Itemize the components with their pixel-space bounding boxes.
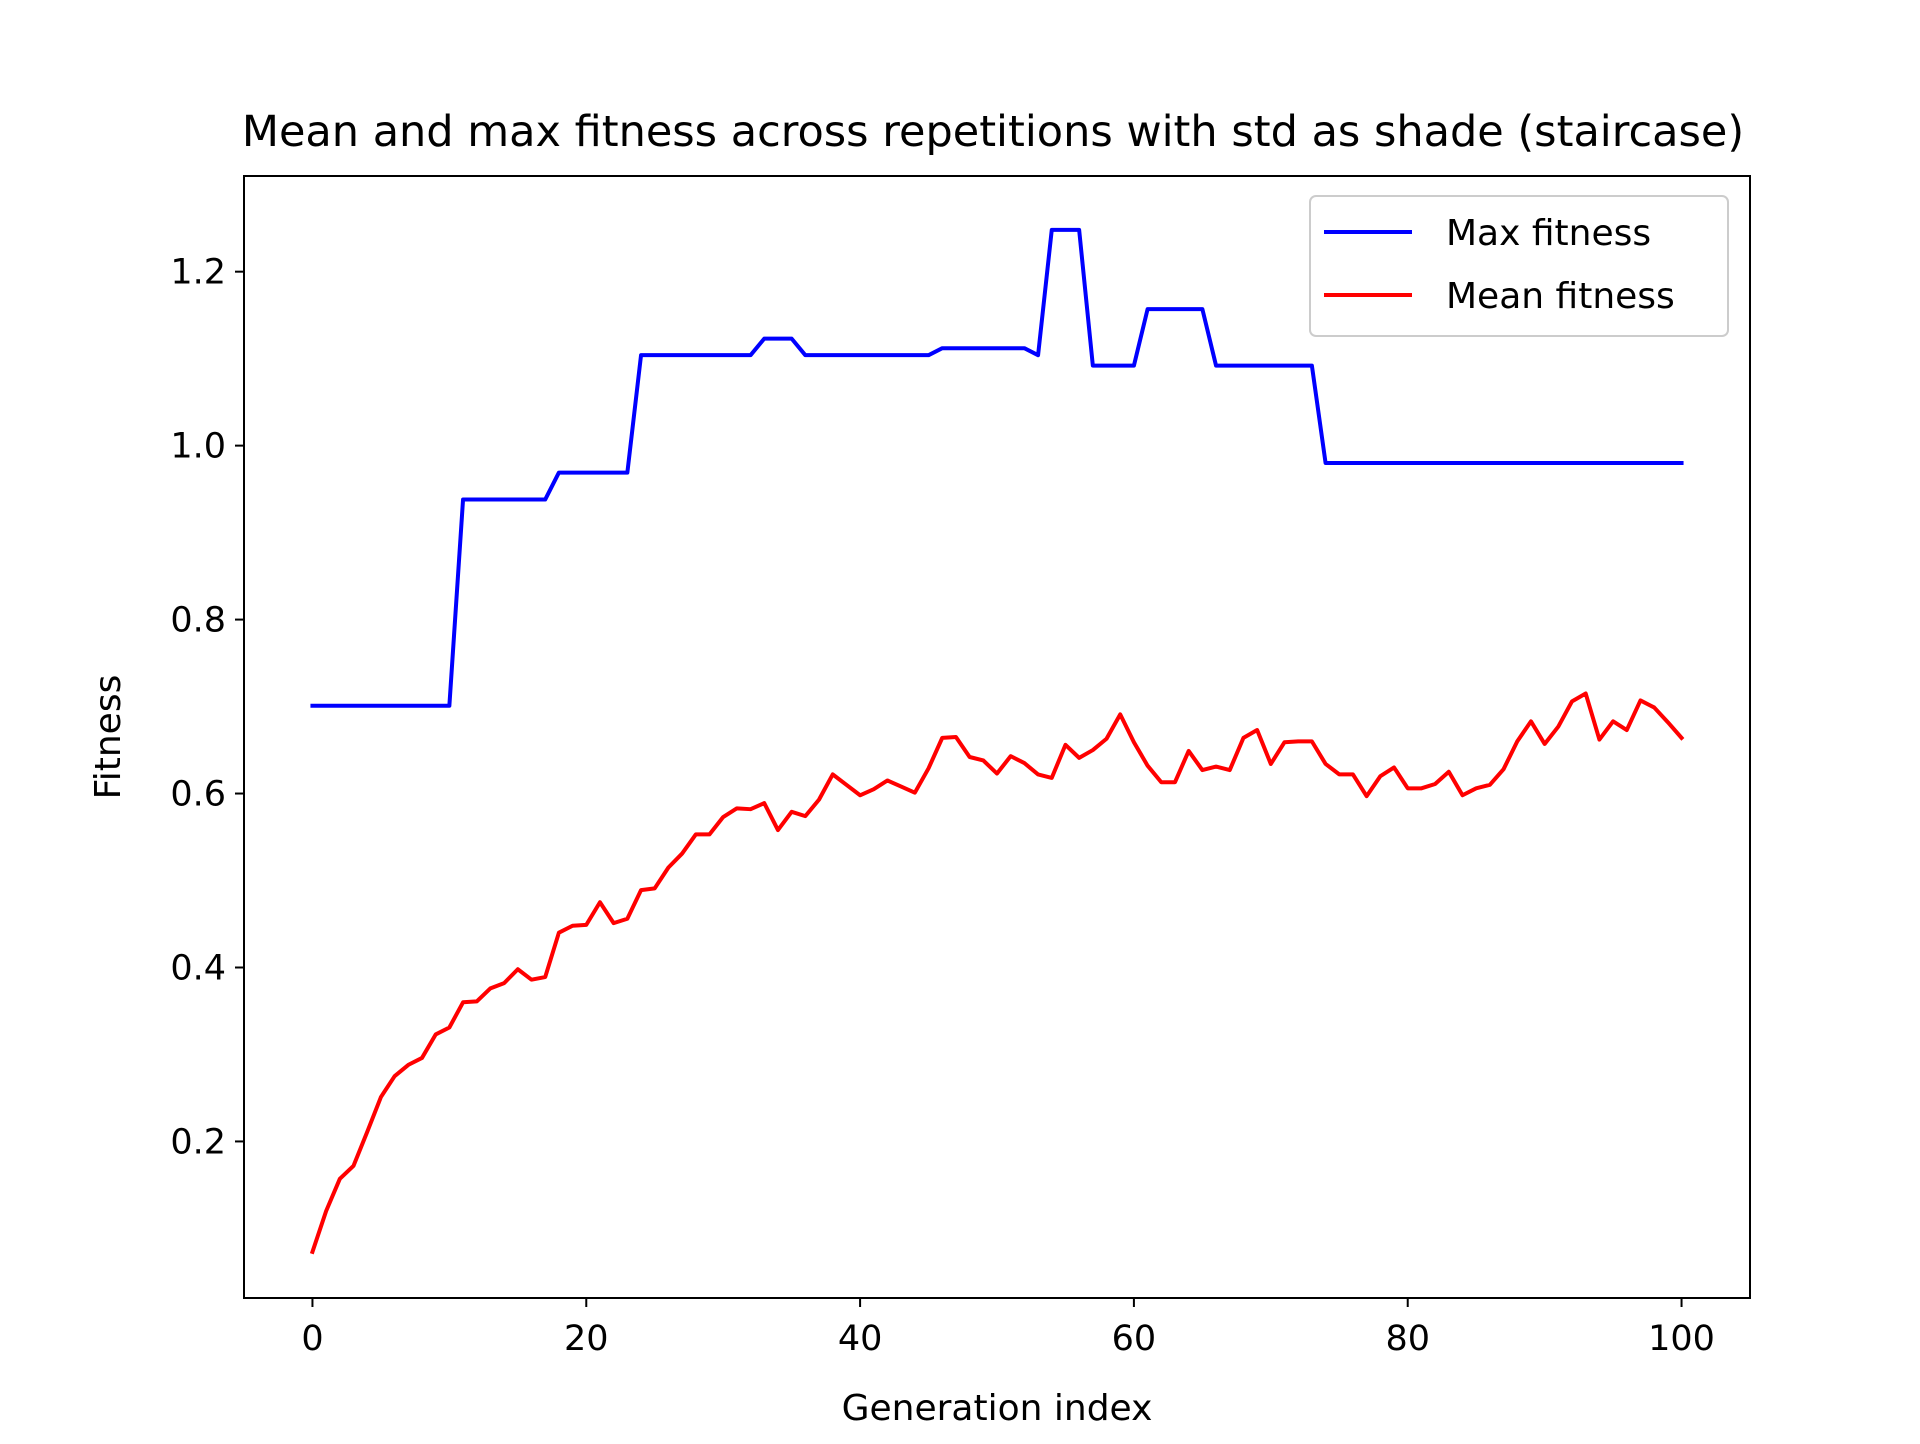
legend: Max fitness Mean fitness [1309,195,1729,337]
y-tick-label: 1.2 [170,253,226,293]
legend-box [1309,195,1729,337]
x-axis: 0 20 40 60 80 100 [301,1298,1715,1359]
y-tick-label: 0.2 [170,1122,226,1162]
legend-label-mean-fitness: Mean fitness [1446,276,1675,317]
y-tick-label: 0.8 [170,601,226,641]
legend-label-max-fitness: Max fitness [1446,213,1651,254]
y-axis: 0.2 0.4 0.6 0.8 1.0 1.2 [170,253,244,1162]
y-tick-label: 0.6 [170,775,226,815]
x-tick-label: 0 [301,1319,323,1359]
y-tick-label: 0.4 [170,948,226,988]
series-line-mean-fitness [309,691,1685,1255]
plot-area [309,227,1685,1255]
chart-title: Mean and max fitness across repetitions … [242,107,1744,157]
series-line-max-fitness [310,227,1684,708]
x-axis-label: Generation index [842,1388,1153,1429]
x-tick-label: 20 [564,1319,609,1359]
axes-frame [243,175,1751,1299]
x-tick-label: 60 [1112,1319,1157,1359]
x-tick-label: 80 [1385,1319,1430,1359]
x-tick-label: 40 [838,1319,883,1359]
x-tick-label: 100 [1648,1319,1715,1359]
y-tick-label: 1.0 [170,427,226,467]
y-axis-label: Fitness [88,675,129,800]
